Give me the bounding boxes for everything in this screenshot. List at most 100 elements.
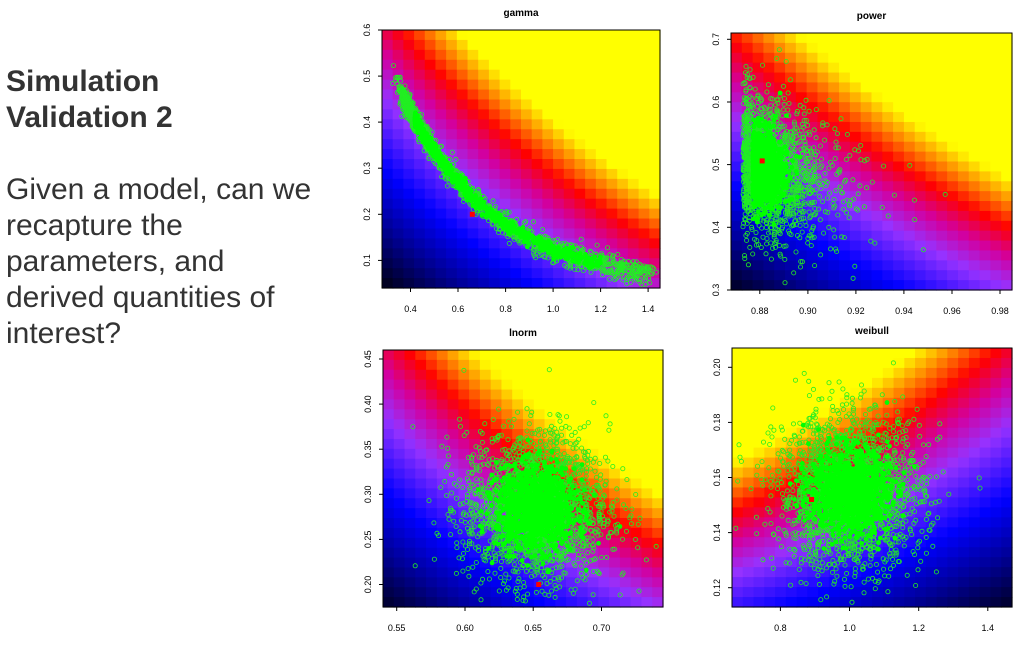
heatmap-cell (542, 119, 554, 130)
heatmap-cell (731, 270, 743, 281)
heatmap-cell (510, 208, 522, 220)
heatmap-cell (903, 121, 916, 133)
heatmap-cell (478, 79, 490, 91)
heatmap-cell (849, 102, 862, 113)
heatmap-cell (403, 188, 415, 200)
heatmap-cell (542, 49, 554, 61)
heatmap-cell (1001, 33, 1013, 44)
heatmap-cell (839, 260, 851, 271)
heatmap-cell (957, 171, 970, 182)
heatmap-cell (595, 149, 608, 160)
heatmap-cell (521, 149, 533, 160)
heatmap-cell (446, 258, 458, 269)
heatmap-cell (903, 270, 916, 281)
heatmap-cell (499, 39, 511, 51)
heatmap-cell (382, 198, 394, 210)
heatmap-cell (638, 30, 650, 41)
sample-point-dense (469, 195, 474, 201)
heatmap-cell (871, 92, 883, 103)
heatmap-cell (553, 168, 565, 180)
heatmap-cell (925, 72, 937, 84)
heatmap-cell (649, 188, 661, 200)
heatmap-cell (617, 79, 629, 91)
heatmap-cell (585, 89, 597, 101)
sample-point (431, 158, 437, 164)
heatmap-cell (435, 129, 447, 140)
heatmap-cell (542, 99, 554, 110)
heatmap-cell (595, 278, 608, 289)
heatmap-cell (903, 210, 916, 222)
heatmap-cell (553, 79, 565, 91)
heatmap-cell (435, 69, 447, 81)
heatmap-cell (510, 248, 522, 259)
heatmap-cell (936, 270, 948, 281)
heatmap-cell (553, 218, 565, 230)
heatmap-cell (499, 228, 511, 239)
heatmap-cell (606, 89, 618, 101)
heatmap-cell (392, 238, 404, 249)
heatmap-cell (403, 149, 415, 160)
heatmap-cell (606, 139, 618, 150)
sample-point-dense (415, 117, 421, 123)
heatmap-cell (1001, 151, 1013, 163)
heatmap-cell (488, 69, 501, 81)
heatmap-cell (585, 49, 597, 61)
heatmap-cell (382, 119, 394, 130)
heatmap-cell (638, 39, 650, 51)
heatmap-cell (763, 72, 775, 84)
heatmap-cell (785, 42, 797, 54)
sample-point (399, 113, 405, 119)
x-tick-label: 0.4 (404, 304, 417, 314)
sample-point-dense (588, 256, 593, 262)
heatmap-cell (553, 39, 565, 51)
heatmap-cell (957, 112, 970, 123)
sample-point (495, 229, 501, 235)
heatmap-cell (553, 139, 565, 150)
heatmap-cell (638, 208, 650, 220)
body-line-3: parameters, and (6, 245, 225, 278)
heatmap-cell (627, 168, 640, 180)
heatmap-cell (882, 102, 894, 113)
heatmap-cell (510, 149, 522, 160)
heatmap-cell (563, 149, 576, 160)
heatmap-cell (957, 102, 970, 113)
y-tick-label: 0.3 (362, 162, 372, 175)
heatmap-cell (990, 72, 1002, 84)
heatmap-cell (914, 131, 927, 143)
heatmap-cell (467, 278, 479, 289)
sample-point (649, 271, 655, 277)
heatmap-cell (741, 42, 754, 54)
heatmap-cell (595, 79, 608, 91)
heatmap-cell (649, 79, 661, 91)
heatmap-cell (860, 92, 873, 103)
sample-point (531, 219, 537, 225)
heatmap-cell (731, 171, 743, 182)
sample-point (551, 239, 557, 245)
heatmap-cell (521, 268, 533, 279)
heatmap-cell (871, 270, 883, 281)
heatmap-cell (617, 278, 629, 289)
x-tick-label: 0.8 (499, 304, 512, 314)
heatmap-cell (510, 129, 522, 140)
heatmap-cell (638, 69, 650, 81)
heatmap-cell (542, 39, 554, 51)
heatmap-cell (638, 99, 650, 110)
heatmap-cell (947, 201, 959, 212)
heatmap-cell (382, 218, 394, 230)
heatmap-cell (510, 159, 522, 170)
heatmap-cell (467, 268, 479, 279)
heatmap-cell (936, 250, 948, 261)
heatmap-cell (741, 33, 754, 44)
heatmap-cell (968, 171, 981, 182)
heatmap-cell (903, 62, 916, 74)
heatmap-cell (403, 79, 415, 91)
heatmap-cell (990, 250, 1002, 261)
heatmap-cell (392, 168, 404, 180)
heatmap-cell (914, 171, 927, 182)
heatmap-cell (531, 248, 543, 259)
heatmap-cell (817, 42, 829, 54)
heatmap-cell (828, 250, 840, 261)
heatmap-cell (957, 250, 970, 261)
heatmap-cell (817, 260, 829, 271)
heatmap-cell (741, 260, 754, 271)
